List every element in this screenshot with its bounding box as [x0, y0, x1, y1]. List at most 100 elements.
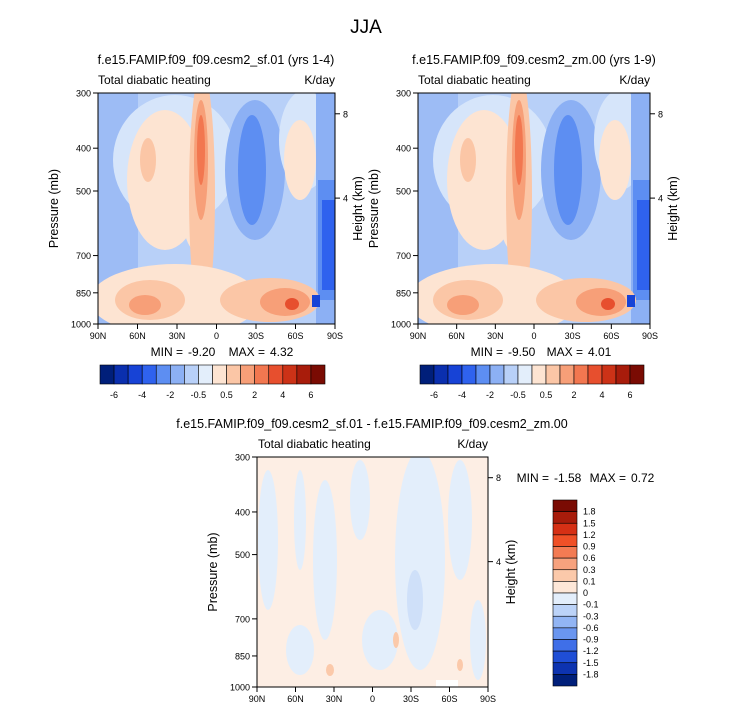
y-tick-label: 400	[235, 507, 250, 517]
colorbar-label: 0.1	[583, 576, 596, 586]
y-tick-label: 500	[235, 550, 250, 560]
colorbar-label: -1.2	[583, 646, 599, 656]
y-tick-label: 700	[396, 251, 411, 261]
colorbar-swatch	[419, 364, 435, 385]
colorbar-label: -4	[458, 390, 466, 400]
colorbar-swatch	[226, 364, 241, 385]
y-tick-label: 300	[76, 89, 91, 99]
panel-title: f.e15.FAMIP.f09_f09.cesm2_zm.00 (yrs 1-9…	[412, 53, 656, 67]
x-tick-label: 30S	[248, 331, 264, 341]
y-axis-label: Pressure (mb)	[47, 169, 61, 248]
colorbar-swatch	[552, 639, 578, 652]
colorbar-label: 0.5	[220, 390, 233, 400]
heatmap-field	[257, 457, 488, 687]
panel-zm00: f.e15.FAMIP.f09_f09.cesm2_zm.00 (yrs 1-9…	[412, 53, 656, 325]
colorbar-swatch	[552, 546, 578, 559]
height-tick-label: 4	[343, 194, 348, 204]
colorbar-swatch	[127, 364, 143, 385]
colorbar-swatch	[615, 364, 631, 385]
colorbar-label: 1.2	[583, 530, 596, 540]
x-tick-label: 60N	[129, 331, 146, 341]
colorbar-label: 0.5	[540, 390, 553, 400]
figure-title: JJA	[350, 17, 382, 38]
colorbar-swatch	[559, 364, 575, 385]
x-tick-label: 90S	[642, 331, 658, 341]
heatmap-field	[418, 93, 650, 324]
x-tick-label: 60S	[287, 331, 303, 341]
x-tick-label: 90S	[480, 694, 496, 704]
colorbar-swatch	[552, 511, 578, 524]
colorbar-swatch	[629, 364, 645, 385]
y-tick-label: 850	[235, 651, 250, 661]
height-axis-label: Height (km)	[504, 540, 518, 605]
stats-max-value: 0.72	[631, 471, 655, 485]
colorbar-label: -0.1	[583, 600, 599, 610]
x-tick-label: 60N	[448, 331, 465, 341]
colorbar-swatch	[552, 522, 578, 536]
colorbar-label: 4	[280, 390, 285, 400]
colorbar-sf01: -6 -4 -2 -0.5 0.5 2 4 6	[99, 364, 326, 400]
stats-max-label: MAX =	[590, 471, 626, 485]
y-tick-label: 300	[235, 453, 250, 463]
x-tick-label: 60N	[287, 694, 304, 704]
x-tick-label: 30N	[169, 331, 186, 341]
colorbar-swatch	[552, 650, 578, 664]
colorbar-label: -1.5	[583, 658, 599, 668]
colorbar-swatch	[601, 364, 617, 385]
stats-min-value: -9.50	[508, 345, 536, 359]
colorbar-swatch	[113, 364, 129, 385]
panel-left-label: Total diabatic heating	[98, 73, 211, 87]
height-tick-label: 4	[658, 194, 663, 204]
colorbar-label: -2	[486, 390, 494, 400]
colorbar-swatch	[475, 364, 491, 385]
colorbar-label: 1.5	[583, 518, 596, 528]
x-tick-label: 0	[370, 694, 375, 704]
stats-min-label: MIN =	[151, 345, 183, 359]
colorbar-swatch	[552, 569, 578, 582]
heatmap-field	[98, 93, 335, 324]
y-tick-label: 1000	[391, 320, 411, 330]
colorbar-label: 1.8	[583, 507, 596, 517]
colorbar-label: 4	[599, 390, 604, 400]
panel-difference: f.e15.FAMIP.f09_f09.cesm2_sf.01 - f.e15.…	[176, 417, 568, 688]
y-tick-label: 700	[235, 614, 250, 624]
colorbar-label: -0.5	[191, 390, 207, 400]
x-tick-label: 60S	[603, 331, 619, 341]
colorbar-swatch	[268, 364, 284, 385]
y-tick-label: 1000	[230, 683, 250, 693]
colorbar-label: -1.8	[583, 669, 599, 679]
stats-min-label: MIN =	[517, 471, 549, 485]
y-tick-label: 500	[76, 187, 91, 197]
colorbar-label: -6	[110, 390, 118, 400]
y-tick-label: 400	[76, 144, 91, 154]
colorbar-label: 0.6	[583, 553, 596, 563]
colorbar-label: -0.6	[583, 623, 599, 633]
height-tick-label: 8	[343, 109, 348, 119]
colorbar-label: -4	[138, 390, 146, 400]
height-tick-label: 8	[496, 473, 501, 483]
colorbar-swatch	[461, 364, 477, 385]
colorbar-swatch	[141, 364, 157, 385]
colorbar-zm00: -6 -4 -2 -0.5 0.5 2 4 6	[419, 364, 645, 400]
y-tick-label: 1000	[71, 320, 91, 330]
colorbar-swatch	[254, 364, 270, 385]
stats-max-label: MAX =	[229, 345, 265, 359]
panel-sf01: f.e15.FAMIP.f09_f09.cesm2_sf.01 (yrs 1-4…	[97, 53, 336, 325]
colorbar-swatch	[240, 364, 255, 385]
x-tick-label: 0	[531, 331, 536, 341]
colorbar-swatch	[552, 662, 578, 675]
stats-min-value: -1.58	[554, 471, 582, 485]
colorbar-swatch	[587, 364, 603, 385]
colorbar-difference: 1.81.51.20.90.60.30.10-0.1-0.3-0.6-0.9-1…	[552, 499, 599, 687]
colorbar-swatch	[198, 364, 213, 385]
x-tick-label: 0	[214, 331, 219, 341]
height-axis-label: Height (km)	[351, 176, 365, 241]
height-axis-label: Height (km)	[666, 176, 680, 241]
colorbar-label: 2	[571, 390, 576, 400]
y-tick-label: 300	[396, 89, 411, 99]
colorbar-label: -0.3	[583, 611, 599, 621]
colorbar-swatch	[545, 364, 561, 385]
colorbar-swatch	[282, 364, 298, 385]
